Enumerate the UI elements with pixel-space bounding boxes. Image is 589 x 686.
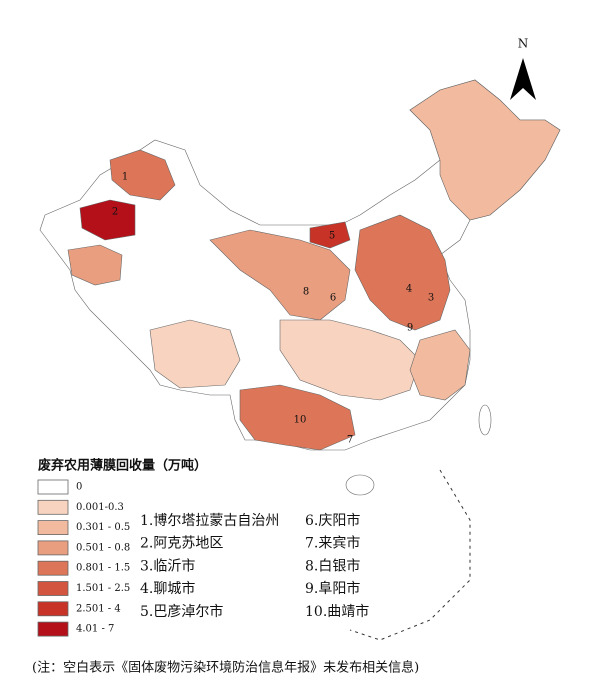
legend-swatch [37,581,69,596]
footnote: (注：空白表示《固体废物污染环境防治信息年报》未发布相关信息) [32,660,419,676]
map-markers: 1 2 3 4 5 6 7 8 9 10 [112,172,434,446]
map-marker-label: 3 [428,293,434,304]
region-tibet [149,319,241,389]
city-name: 1.博尔塔拉蒙古自治州 [140,512,279,529]
region-northeast [409,79,561,221]
legend-label: 0.301 - 0.5 [76,522,130,533]
map-marker-label: 10 [294,415,307,426]
city-name: 3.临沂市 [140,557,195,574]
map-marker-label: 5 [329,231,335,242]
region-inner-mongolia [309,221,351,249]
north-label: N [518,37,529,51]
legend-title: 废弃农用薄膜回收量（万吨） [38,458,207,474]
region-aksu [79,199,136,241]
map-marker-label: 4 [406,284,412,295]
north-arrow [510,58,536,100]
legend-label: 1.501 - 2.5 [76,583,130,594]
legend-label: 2.501 - 4 [76,603,121,614]
hainan-island [345,474,375,496]
map-marker-label: 1 [122,172,128,183]
region-central [279,319,421,401]
legend-swatch [37,499,69,515]
city-name: 5.巴彦淖尔市 [140,603,223,620]
city-list: 1.博尔塔拉蒙古自治州 2.阿克苏地区 3.临沂市 4.聊城市 5.巴彦淖尔市 6.庆阳市… [140,512,369,620]
city-name: 6.庆阳市 [305,512,360,529]
legend-label: 0.501 - 0.8 [76,542,130,553]
city-name: 9.阜阳市 [305,580,360,597]
region-southwest [239,384,356,451]
map-marker-label: 9 [407,323,413,334]
region-north [354,214,451,331]
legend-swatch [37,479,69,495]
legend-swatch [37,520,69,535]
legend-swatch [37,540,69,556]
region-xinjiang-north [109,149,176,201]
legend-label: 0.001-0.3 [76,502,124,513]
city-name: 4.聊城市 [140,580,195,597]
legend-label: 0.801 - 1.5 [76,563,130,574]
china-map: N [39,37,561,641]
legend-swatch [37,560,69,576]
city-name: 7.来宾市 [305,535,360,552]
legend-label: 0 [76,482,82,493]
legend-swatch [37,621,69,637]
city-name: 10.曲靖市 [305,603,369,620]
taiwan-island [478,404,492,436]
city-name: 2.阿克苏地区 [140,536,223,552]
region-east [409,329,471,401]
map-marker-label: 2 [112,207,118,218]
map-marker-label: 6 [330,293,336,304]
legend: 0 0.001-0.3 0.301 - 0.5 0.501 - 0.8 0.801 - … [37,479,130,637]
region-northwest [209,229,351,321]
map-marker-label: 7 [347,435,353,446]
legend-swatch [37,601,69,617]
map-marker-label: 8 [303,287,309,298]
city-name: 8.白银市 [305,557,360,574]
legend-label: 4.01 - 7 [76,624,114,635]
region-kashgar [67,244,123,286]
